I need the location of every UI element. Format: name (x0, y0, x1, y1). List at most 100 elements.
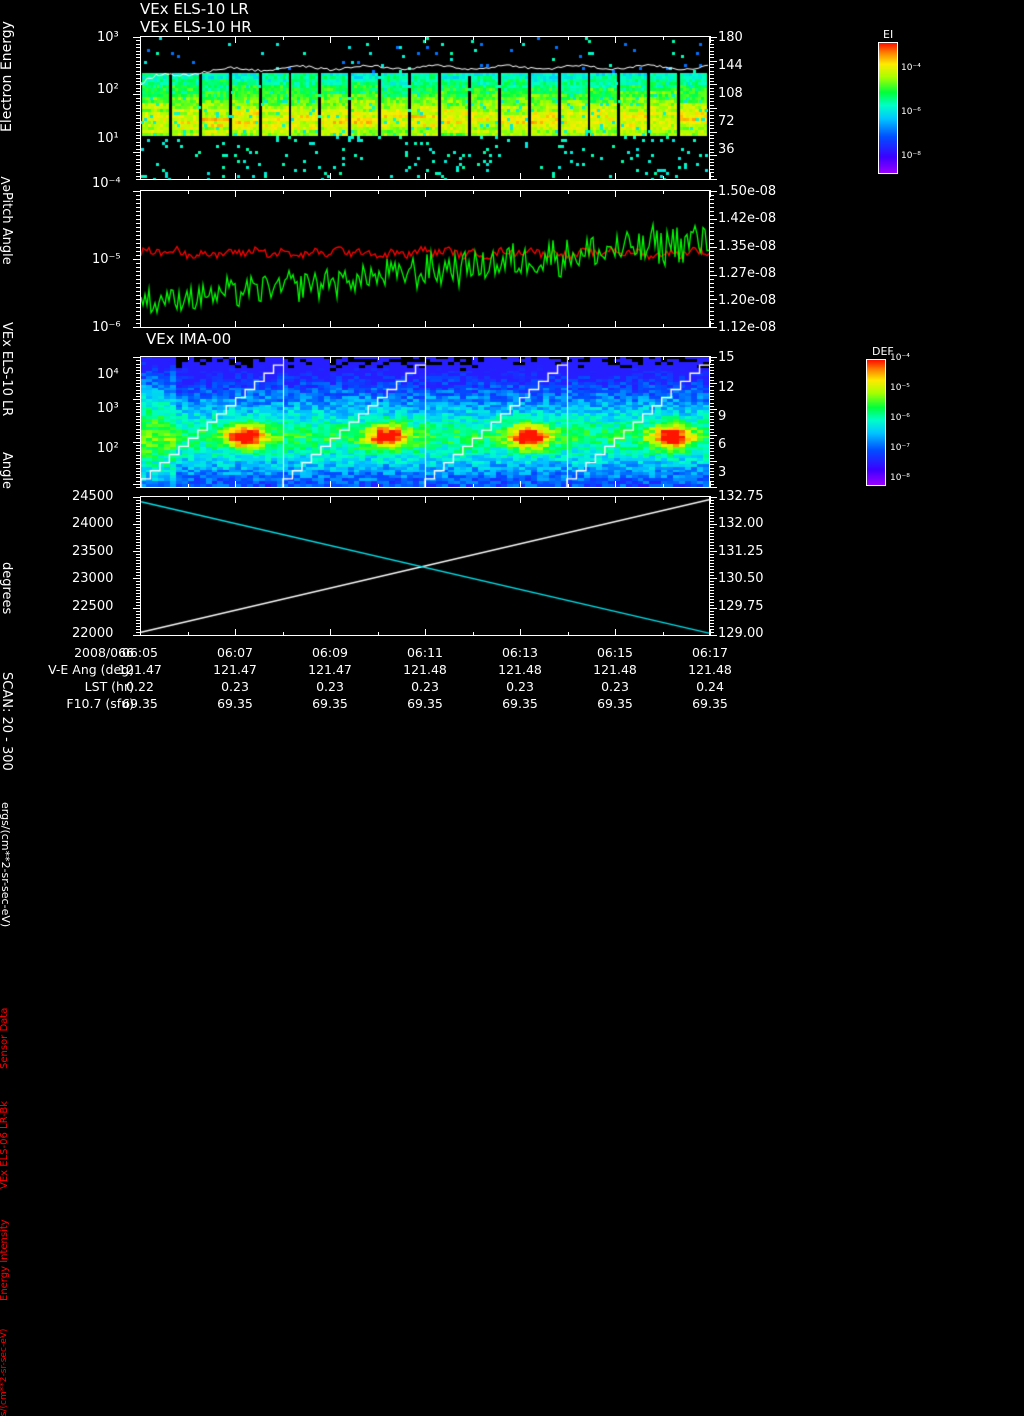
axis-tick (136, 176, 140, 177)
x-axis-tick (663, 324, 664, 328)
axis-tick (710, 367, 714, 368)
axis-tick (136, 623, 140, 624)
axis-tick (136, 554, 140, 555)
x-axis-tick (473, 36, 474, 40)
panel3-cbtick-0: 10⁻⁴ (890, 353, 910, 363)
axis-tick (136, 380, 140, 381)
axis-tick (136, 323, 140, 324)
axis-tick (136, 429, 140, 430)
axis-tick (136, 44, 140, 45)
axis-tick (136, 602, 140, 603)
panel2-rtick-2: 1.35e-08 (718, 239, 777, 254)
axis-tick (710, 267, 714, 268)
panel4-rtick-3: 130.50 (718, 571, 764, 586)
axis-tick (136, 587, 140, 588)
panel3-cbtick-2: 10⁻⁶ (890, 413, 910, 423)
axis-tick (136, 142, 140, 143)
panel3-cbtick-4: 10⁻⁸ (890, 473, 910, 483)
panel1-rlabel-1: VEx ELS-10 LR (0, 322, 14, 417)
axis-tick (710, 500, 714, 501)
panel2-plot-area[interactable] (140, 190, 710, 328)
x-axis-tick (710, 481, 711, 488)
panel1-plot-area[interactable] (140, 36, 710, 180)
axis-tick (136, 251, 140, 252)
axis-tick (136, 370, 140, 371)
axis-tick (136, 74, 140, 75)
panel3-rtick-1: 12 (718, 380, 735, 395)
x-axis-tick (425, 36, 426, 43)
panel3-cbtick-3: 10⁻⁷ (890, 443, 910, 453)
panel3-plot-area[interactable] (140, 356, 710, 488)
axis-tick (136, 563, 140, 564)
axis-tick (136, 412, 140, 413)
x-axis-tick (473, 176, 474, 180)
axis-tick (136, 455, 140, 456)
x-axis-tick (615, 190, 616, 197)
panel2-rtick-5: 1.12e-08 (718, 320, 777, 335)
axis-tick (133, 497, 140, 498)
axis-tick (710, 432, 714, 433)
axis-tick (710, 219, 717, 220)
x-axis-tick (663, 36, 664, 40)
panel1-rlabel-3: degrees (0, 562, 14, 615)
axis-tick (710, 474, 714, 475)
time-axis-value: 0.23 (316, 679, 344, 694)
panel1-rtick-0: 180 (718, 30, 743, 45)
axis-tick (710, 307, 714, 308)
panel1-rtick-2: 108 (718, 86, 743, 101)
axis-tick (710, 47, 714, 48)
time-axis-row-label: LST (hr) (84, 679, 134, 694)
axis-tick (710, 590, 714, 591)
axis-tick (710, 572, 714, 573)
time-axis-value: 0.23 (221, 679, 249, 694)
axis-tick (710, 207, 714, 208)
axis-tick (136, 275, 140, 276)
x-axis-tick (710, 190, 711, 197)
axis-tick (710, 78, 714, 79)
axis-tick (710, 503, 714, 504)
axis-tick (710, 412, 714, 413)
axis-tick (136, 581, 140, 582)
axis-tick (710, 477, 714, 478)
axis-tick (136, 458, 140, 459)
x-axis-tick (710, 496, 711, 503)
axis-tick (710, 584, 714, 585)
axis-tick (136, 487, 140, 488)
axis-tick (710, 419, 714, 420)
panel1-ytick-1: 10² (97, 82, 119, 97)
x-axis-tick (615, 36, 616, 43)
x-axis-tick (283, 190, 284, 194)
axis-tick (136, 295, 140, 296)
axis-tick (136, 445, 140, 446)
panel3-rtick-0: 15 (718, 350, 735, 365)
x-axis-tick (140, 629, 141, 636)
x-axis-tick (330, 496, 331, 503)
axis-tick (136, 255, 140, 256)
axis-tick (710, 263, 714, 264)
time-axis-value: 69.35 (122, 696, 158, 711)
axis-tick (133, 191, 140, 192)
x-axis-tick (235, 36, 236, 43)
x-axis-tick (283, 484, 284, 488)
axis-tick (136, 617, 140, 618)
axis-tick (710, 74, 714, 75)
panel3-title: VEx IMA-00 (146, 330, 232, 348)
panel4-ytick-0: 24500 (72, 489, 114, 504)
axis-tick (136, 575, 140, 576)
x-axis-tick (378, 484, 379, 488)
axis-tick (136, 51, 140, 52)
axis-tick (136, 403, 140, 404)
axis-tick (710, 279, 714, 280)
panel4-line-canvas (141, 497, 709, 635)
axis-tick (710, 455, 714, 456)
panel4-plot-area[interactable] (140, 496, 710, 636)
panel1-rlabel-0: Pitch Angle (0, 192, 14, 265)
x-axis-tick (473, 190, 474, 194)
axis-tick (136, 84, 140, 85)
axis-tick (136, 629, 140, 630)
x-axis-tick (520, 356, 521, 363)
panel2-ytick-1: 10⁻⁵ (92, 252, 121, 267)
axis-tick (710, 108, 717, 109)
panel4-rtick-1: 132.00 (718, 516, 764, 531)
axis-tick (710, 425, 714, 426)
